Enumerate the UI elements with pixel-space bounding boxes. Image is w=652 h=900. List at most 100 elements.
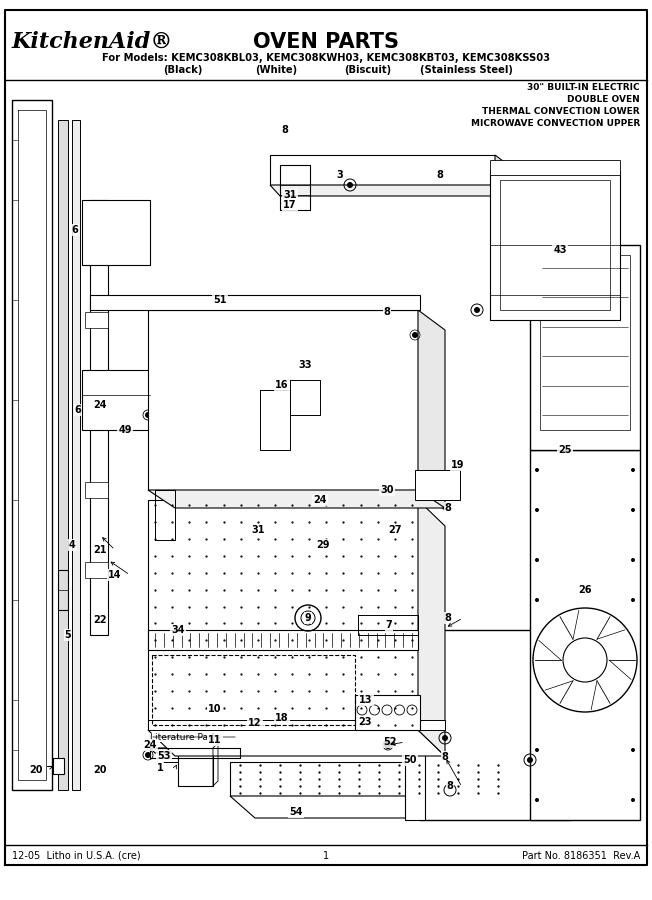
Polygon shape	[420, 630, 570, 820]
Circle shape	[535, 468, 539, 472]
Text: 5: 5	[65, 630, 71, 640]
Text: 8: 8	[383, 307, 391, 317]
Text: (Black): (Black)	[163, 65, 203, 75]
Circle shape	[347, 182, 353, 188]
Circle shape	[631, 468, 635, 472]
Text: 20: 20	[29, 765, 43, 775]
Text: 22: 22	[93, 615, 107, 625]
Circle shape	[306, 616, 310, 620]
Text: 20: 20	[93, 765, 107, 775]
Polygon shape	[510, 734, 528, 760]
Text: 50: 50	[403, 755, 417, 765]
Polygon shape	[415, 470, 460, 500]
Text: 51: 51	[213, 295, 227, 305]
Text: 54: 54	[289, 807, 303, 817]
Text: 23: 23	[358, 717, 372, 727]
Circle shape	[425, 658, 429, 662]
Text: 49: 49	[118, 425, 132, 435]
Circle shape	[442, 735, 448, 741]
Text: 52: 52	[383, 737, 397, 747]
Polygon shape	[90, 295, 420, 310]
Text: 1: 1	[323, 851, 329, 861]
Polygon shape	[150, 748, 525, 753]
Circle shape	[384, 741, 392, 749]
Text: 33: 33	[298, 360, 312, 370]
Text: 8: 8	[445, 503, 451, 513]
Text: (Biscuit): (Biscuit)	[344, 65, 392, 75]
Circle shape	[425, 738, 429, 742]
Polygon shape	[148, 630, 418, 650]
Circle shape	[535, 798, 539, 802]
Polygon shape	[72, 120, 80, 790]
Polygon shape	[85, 392, 108, 408]
Polygon shape	[150, 734, 510, 748]
Text: 7: 7	[385, 620, 393, 630]
Text: OVEN PARTS: OVEN PARTS	[253, 32, 399, 52]
Polygon shape	[178, 748, 213, 786]
Polygon shape	[530, 450, 640, 820]
Circle shape	[631, 508, 635, 512]
Polygon shape	[490, 762, 510, 818]
Polygon shape	[418, 310, 445, 510]
Circle shape	[631, 798, 635, 802]
Polygon shape	[230, 762, 490, 796]
Polygon shape	[530, 245, 640, 450]
Text: (Stainless Steel): (Stainless Steel)	[420, 65, 512, 75]
Text: 8: 8	[441, 752, 449, 762]
Polygon shape	[500, 180, 610, 310]
Text: 6: 6	[74, 405, 82, 415]
Text: 24: 24	[93, 400, 107, 410]
Polygon shape	[355, 695, 420, 730]
Polygon shape	[148, 490, 445, 508]
Text: 27: 27	[388, 525, 402, 535]
Text: 24: 24	[143, 740, 156, 750]
Polygon shape	[82, 370, 150, 430]
Polygon shape	[85, 482, 108, 498]
Polygon shape	[85, 242, 108, 258]
Polygon shape	[405, 620, 425, 820]
Text: 12: 12	[248, 718, 261, 728]
Text: 12-05  Litho in U.S.A. (cre): 12-05 Litho in U.S.A. (cre)	[12, 851, 141, 861]
Text: 24: 24	[313, 495, 327, 505]
Polygon shape	[148, 500, 418, 730]
Text: 11: 11	[208, 735, 222, 745]
Text: 34: 34	[171, 625, 185, 635]
Circle shape	[527, 757, 533, 763]
Text: 8: 8	[445, 613, 451, 623]
Circle shape	[412, 332, 418, 338]
Text: 30" BUILT-IN ELECTRIC: 30" BUILT-IN ELECTRIC	[527, 84, 640, 93]
Text: 8: 8	[282, 125, 288, 135]
Text: 31: 31	[283, 190, 297, 200]
Circle shape	[535, 558, 539, 562]
Polygon shape	[270, 155, 495, 185]
Polygon shape	[270, 185, 515, 196]
Text: 18: 18	[275, 713, 289, 723]
Text: Literature Parts: Literature Parts	[150, 733, 220, 742]
Polygon shape	[490, 160, 620, 175]
Circle shape	[317, 497, 323, 503]
Text: 17: 17	[283, 200, 297, 210]
Circle shape	[145, 752, 151, 758]
Circle shape	[535, 748, 539, 752]
Polygon shape	[540, 255, 630, 430]
Circle shape	[535, 508, 539, 512]
Polygon shape	[85, 562, 108, 578]
Text: Part No. 8186351  Rev.A: Part No. 8186351 Rev.A	[522, 851, 640, 861]
Text: 25: 25	[558, 445, 572, 455]
Text: THERMAL CONVECTION LOWER: THERMAL CONVECTION LOWER	[482, 107, 640, 116]
Text: 53: 53	[157, 751, 171, 761]
Circle shape	[631, 598, 635, 602]
Text: 43: 43	[554, 245, 567, 255]
Text: 14: 14	[108, 570, 122, 580]
Circle shape	[535, 598, 539, 602]
Circle shape	[145, 412, 151, 418]
Polygon shape	[418, 500, 445, 756]
Polygon shape	[53, 758, 64, 774]
Text: KitchenAid®: KitchenAid®	[12, 31, 173, 53]
Text: 10: 10	[208, 704, 222, 714]
Text: MICROWAVE CONVECTION UPPER: MICROWAVE CONVECTION UPPER	[471, 120, 640, 129]
Text: 16: 16	[275, 380, 289, 390]
Polygon shape	[490, 170, 620, 320]
Polygon shape	[58, 120, 68, 790]
Text: 3: 3	[336, 170, 344, 180]
